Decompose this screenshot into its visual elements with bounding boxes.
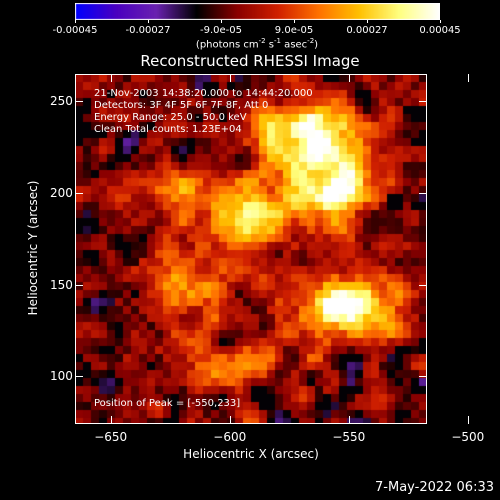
- annotation-energy-range: Energy Range: 25.0 - 50.0 keV: [94, 112, 247, 123]
- colorbar: [75, 3, 440, 20]
- colorbar-tick-label: -0.00045: [52, 25, 98, 36]
- colorbar-tick-mark: [293, 20, 295, 23]
- annotation-time-range: 21-Nov-2003 14:38:20.000 to 14:44:20.000: [94, 88, 313, 99]
- y-tick-mark: [75, 193, 83, 195]
- y-tick-label: 150: [50, 277, 73, 292]
- x-tick-mark: [110, 74, 112, 82]
- y-tick-mark: [419, 376, 427, 378]
- y-tick-mark: [75, 284, 83, 286]
- colorbar-tick-label: 0.00045: [419, 25, 461, 36]
- y-axis-label: Heliocentric Y (arcsec): [26, 180, 40, 316]
- x-tick-mark: [229, 416, 231, 424]
- y-tick-mark: [419, 101, 427, 103]
- y-tick-mark: [419, 284, 427, 286]
- annotation-detectors: Detectors: 3F 4F 5F 6F 7F 8F, Att 0: [94, 100, 269, 111]
- colorbar-tick-mark: [147, 20, 149, 23]
- y-tick-label: 100: [50, 369, 73, 384]
- colorbar-unit: (photons cm-2 s-1 asec-2): [195, 37, 319, 51]
- colorbar-tick-label: 9.0e-05: [274, 25, 314, 36]
- y-tick-mark: [75, 376, 83, 378]
- x-tick-mark: [467, 74, 469, 82]
- x-tick-label: −600: [213, 430, 247, 444]
- y-tick-label: 250: [50, 94, 73, 109]
- x-tick-mark: [348, 74, 350, 82]
- y-tick-label: 200: [50, 186, 73, 201]
- timestamp: 7-May-2022 06:33: [375, 480, 494, 495]
- chart-title: Reconstructed RHESSI Image: [140, 52, 360, 70]
- x-tick-label: −650: [94, 430, 128, 444]
- x-tick-mark: [110, 416, 112, 424]
- x-axis-label: Heliocentric X (arcsec): [183, 447, 319, 461]
- colorbar-tick-mark: [220, 20, 222, 23]
- colorbar-tick-mark: [74, 20, 76, 23]
- x-tick-mark: [467, 416, 469, 424]
- annotation-peak-position: Position of Peak = [-550,233]: [94, 398, 241, 409]
- x-tick-label: −550: [332, 430, 366, 444]
- colorbar-tick-mark: [439, 20, 441, 23]
- x-tick-mark: [229, 74, 231, 82]
- colorbar-tick-label: 0.00027: [346, 25, 388, 36]
- colorbar-tick-mark: [366, 20, 368, 23]
- y-tick-mark: [75, 101, 83, 103]
- x-tick-mark: [348, 416, 350, 424]
- colorbar-tick-label: -9.0e-05: [200, 25, 242, 36]
- heatmap-image: [75, 74, 427, 424]
- annotation-counts: Clean Total counts: 1.23E+04: [94, 124, 242, 135]
- y-tick-mark: [419, 193, 427, 195]
- x-tick-label: −500: [451, 430, 485, 444]
- colorbar-tick-label: -0.00027: [125, 25, 171, 36]
